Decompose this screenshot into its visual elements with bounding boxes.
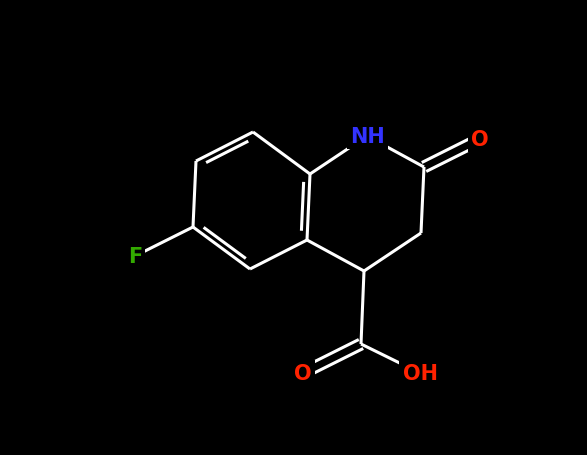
Text: O: O <box>471 130 489 150</box>
Text: F: F <box>128 247 142 267</box>
Text: NH: NH <box>350 127 384 147</box>
Text: OH: OH <box>403 363 437 383</box>
Text: O: O <box>294 363 312 383</box>
